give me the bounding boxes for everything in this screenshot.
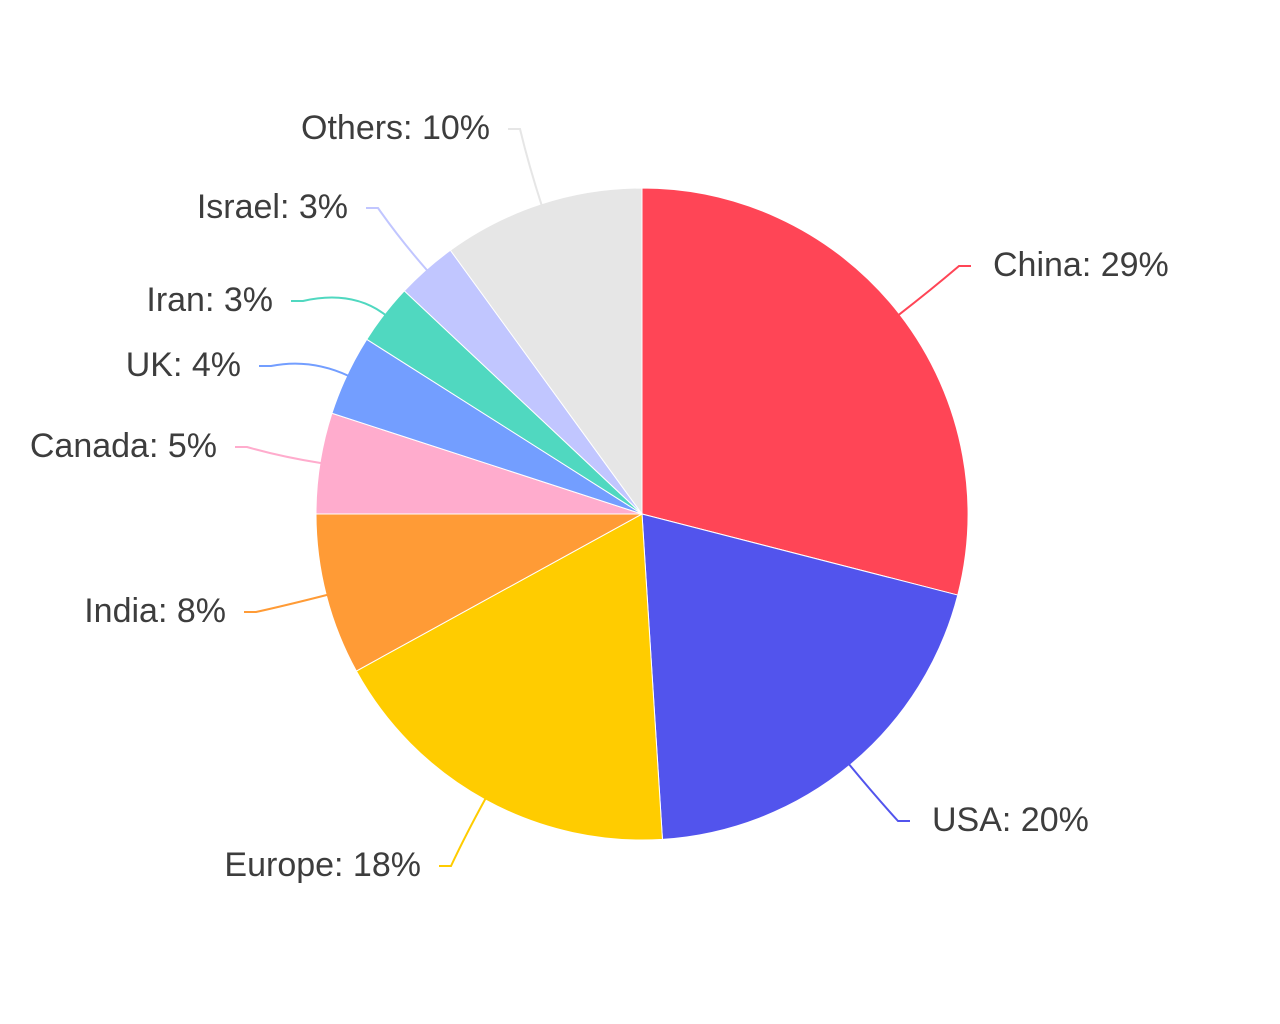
slice-labels: China: 29% USA: 20% Europe: 18% India: 8% Ca… (30, 109, 1169, 884)
leader-line-usa (847, 762, 910, 822)
slice-label-china: China: 29% (993, 246, 1169, 284)
pie-slices (315, 187, 969, 841)
leader-line-israel (366, 207, 429, 272)
leader-line-others (508, 128, 543, 207)
slice-label-israel: Israel: 3% (197, 188, 348, 226)
leader-line-uk (259, 362, 350, 377)
leader-line-canada (235, 446, 323, 465)
slice-label-usa: USA: 20% (932, 801, 1089, 839)
slice-label-canada: Canada: 5% (30, 427, 217, 465)
slice-label-uk: UK: 4% (126, 346, 241, 384)
leader-line-iran (291, 296, 387, 317)
slice-label-iran: Iran: 3% (146, 281, 273, 319)
slice-label-europe: Europe: 18% (224, 846, 421, 884)
leader-lines (235, 128, 971, 867)
leader-line-india (244, 593, 329, 613)
leader-line-europe (439, 797, 487, 867)
slice-label-others: Others: 10% (301, 109, 490, 147)
leader-line-china (897, 265, 971, 317)
slice-label-india: India: 8% (84, 592, 226, 630)
